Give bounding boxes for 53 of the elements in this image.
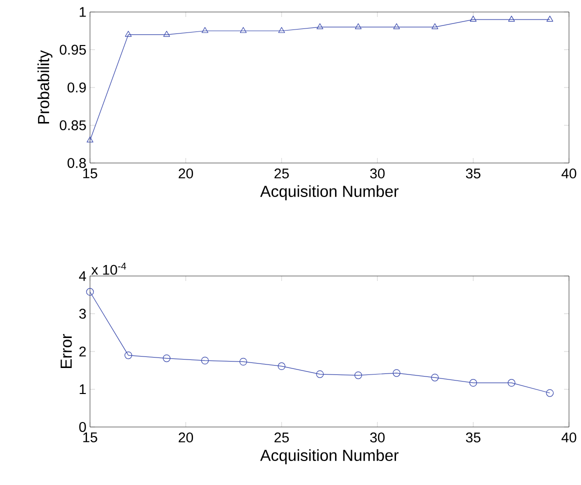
point (239, 358, 248, 366)
point (278, 362, 286, 370)
x-tick-label: 30 (370, 168, 385, 178)
point (201, 356, 209, 364)
x-tick-label: 15 (83, 432, 98, 442)
point (163, 30, 170, 37)
y-tick-label: 0.9 (68, 82, 86, 92)
y-tick-label: 0.95 (60, 44, 86, 55)
y-axis-title: Probability (37, 50, 52, 124)
x-tick-label: 40 (562, 168, 576, 178)
point (202, 27, 208, 33)
y-axis-title: Error (60, 334, 72, 368)
x-tick-label: 20 (178, 168, 194, 178)
x-tick-label: 35 (466, 432, 480, 442)
x-tick-label: 40 (562, 432, 576, 442)
y-tick-label: 2 (79, 346, 86, 356)
point (470, 16, 477, 22)
point (316, 370, 324, 378)
point (508, 16, 515, 22)
x-tick-label: 15 (83, 168, 98, 178)
point (508, 379, 516, 387)
y-tick-label: 0 (79, 422, 86, 432)
point (240, 27, 247, 33)
x-axis-title: Acquisition Number (260, 185, 399, 200)
point (86, 288, 94, 296)
x-tick-label: 35 (466, 168, 480, 178)
point (124, 351, 132, 360)
point (469, 379, 478, 387)
point (86, 136, 94, 142)
y-tick-label: 0.8 (68, 158, 86, 168)
point (162, 354, 170, 362)
text: x 10$^{-4}$ (91, 262, 126, 275)
y-tick-label: 3 (79, 308, 86, 319)
x-tick-label: 25 (274, 432, 289, 442)
point (354, 371, 362, 380)
point (546, 16, 554, 22)
point (124, 30, 132, 37)
x-tick-label: 20 (178, 432, 194, 442)
point (546, 389, 554, 397)
x-tick-label: 25 (274, 168, 289, 178)
y-tick-label: 1 (80, 384, 86, 394)
point (316, 23, 324, 30)
point (431, 374, 439, 382)
x-axis-title: Acquisition Number (260, 449, 399, 464)
point (354, 23, 362, 30)
point (393, 23, 400, 30)
x-tick-label: 30 (370, 432, 385, 442)
point (278, 27, 285, 33)
point (392, 369, 400, 377)
y-tick-label: 1 (80, 7, 86, 17)
y-tick-label: 4 (79, 271, 86, 281)
point (432, 23, 438, 30)
y-tick-label: 0.85 (60, 120, 86, 130)
